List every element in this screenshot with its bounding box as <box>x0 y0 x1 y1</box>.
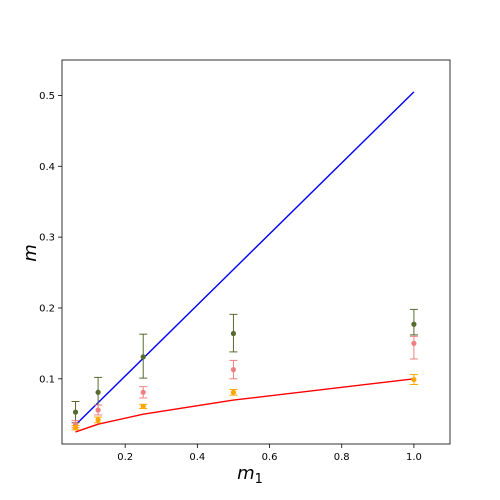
y-axis-label: m <box>20 244 41 262</box>
data-point <box>72 425 79 431</box>
errorbar-point <box>139 403 148 410</box>
series-line-0 <box>75 91 415 426</box>
data-point <box>230 389 237 395</box>
data-point <box>140 354 146 360</box>
y-tick-label: 0.3 <box>39 233 55 244</box>
x-tick-label: 1.0 <box>406 452 422 463</box>
errorbar-point <box>229 388 238 396</box>
plot-area <box>71 91 418 433</box>
data-point <box>95 417 101 423</box>
errorbar-point <box>409 308 418 336</box>
errorbar-point <box>71 400 80 424</box>
errorbar-point <box>139 333 148 379</box>
data-point <box>95 407 101 413</box>
errorbar-point <box>229 313 238 353</box>
x-axis-label: m1 <box>237 463 263 487</box>
x-axis: 0.2 0.4 0.6 0.8 1.0 <box>117 444 422 463</box>
y-tick-label: 0.4 <box>39 162 55 173</box>
errorbar-point <box>94 404 103 416</box>
errorbar-point <box>229 359 238 380</box>
x-axis-label-main: m <box>237 463 255 484</box>
series-line-1 <box>75 378 414 433</box>
errorbar-point <box>94 416 103 424</box>
y-tick-label: 0.2 <box>39 303 55 314</box>
data-point <box>95 389 101 395</box>
x-tick-label: 0.6 <box>262 452 278 463</box>
y-tick-label: 0.1 <box>39 374 55 385</box>
data-point <box>411 321 417 327</box>
x-tick-label: 0.2 <box>117 452 133 463</box>
x-tick-label: 0.4 <box>189 452 205 463</box>
data-point <box>230 367 237 373</box>
data-point <box>72 409 79 415</box>
data-point <box>140 403 146 410</box>
y-tick-label: 0.5 <box>39 91 55 102</box>
data-point <box>411 376 417 383</box>
data-point <box>411 340 417 346</box>
data-point <box>230 330 237 337</box>
x-axis-label-subscript: 1 <box>255 472 263 487</box>
plot-frame <box>61 59 451 445</box>
errorbar-point <box>71 425 80 431</box>
errorbar-point <box>409 374 418 385</box>
errorbar-point <box>409 335 418 360</box>
errorbar-point <box>139 386 148 399</box>
data-point <box>140 389 146 395</box>
x-tick-label: 0.8 <box>334 452 350 463</box>
y-axis: 0.1 0.2 0.3 0.4 0.5 <box>39 91 62 385</box>
